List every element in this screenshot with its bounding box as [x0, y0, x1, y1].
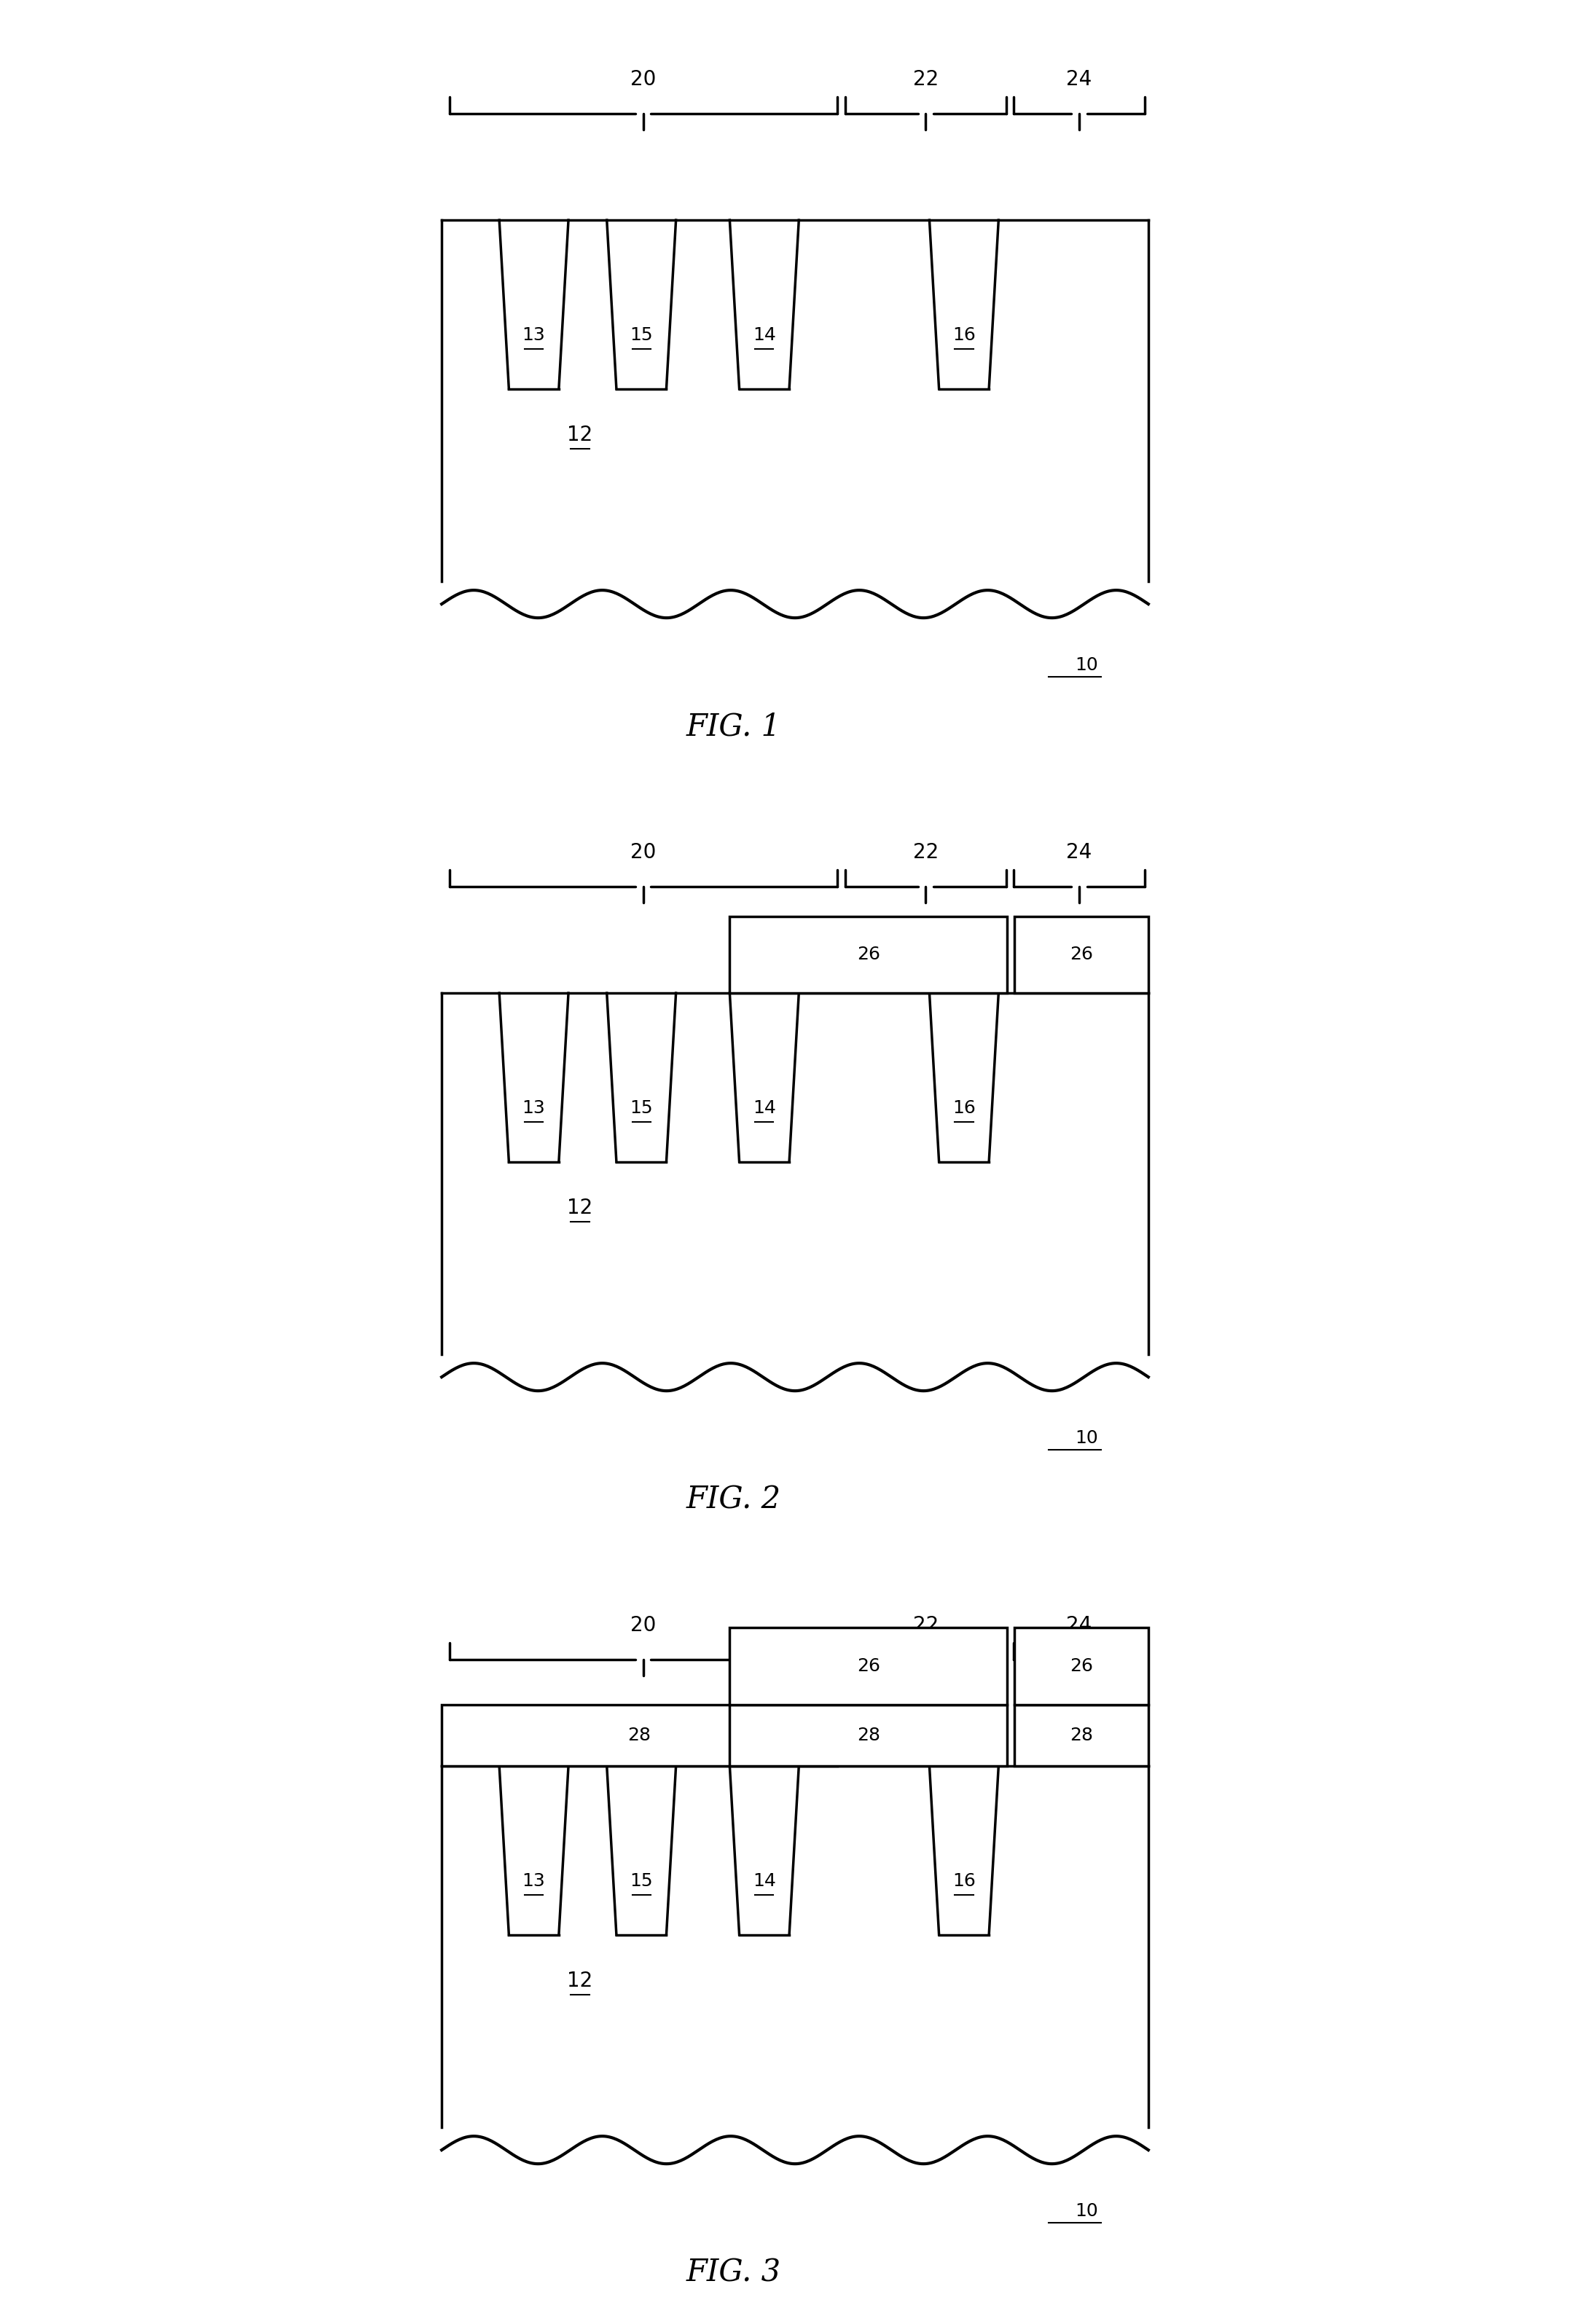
Text: 14: 14: [752, 1873, 776, 1889]
Text: 14: 14: [752, 1099, 776, 1118]
Text: 15: 15: [630, 1873, 653, 1889]
Text: FIG. 1: FIG. 1: [687, 711, 781, 741]
Text: 24: 24: [1067, 841, 1092, 862]
Text: 22: 22: [913, 841, 938, 862]
Text: 26: 26: [857, 1657, 879, 1676]
Text: FIG. 3: FIG. 3: [687, 2257, 781, 2289]
Text: 26: 26: [1070, 1657, 1094, 1676]
Text: 14: 14: [752, 328, 776, 344]
Text: 10: 10: [1075, 1429, 1099, 1448]
Text: 12: 12: [568, 1971, 593, 1992]
Text: 22: 22: [913, 1615, 938, 1636]
Bar: [1014, 916, 1148, 992]
Text: 28: 28: [857, 1727, 879, 1743]
Text: 26: 26: [1070, 946, 1094, 964]
Text: 20: 20: [630, 841, 657, 862]
Text: 24: 24: [1067, 70, 1092, 91]
Text: 16: 16: [952, 1873, 976, 1889]
Text: 26: 26: [857, 946, 879, 964]
Text: 20: 20: [630, 70, 657, 91]
Text: 15: 15: [630, 1099, 653, 1118]
Text: 20: 20: [630, 1615, 657, 1636]
Text: FIG. 2: FIG. 2: [687, 1485, 781, 1515]
Text: 10: 10: [1075, 2203, 1099, 2219]
Text: 13: 13: [522, 1099, 545, 1118]
Bar: [730, 1627, 1006, 1703]
Bar: [730, 1703, 1006, 1766]
Text: 16: 16: [952, 328, 976, 344]
Text: 15: 15: [630, 328, 653, 344]
Text: 12: 12: [568, 425, 593, 446]
Text: 13: 13: [522, 1873, 545, 1889]
Text: 28: 28: [1070, 1727, 1094, 1743]
Text: 13: 13: [522, 328, 545, 344]
Bar: [1014, 1703, 1148, 1766]
Text: 24: 24: [1067, 1615, 1092, 1636]
Text: 22: 22: [913, 70, 938, 91]
Text: 16: 16: [952, 1099, 976, 1118]
Text: 12: 12: [568, 1197, 593, 1218]
Bar: [442, 1703, 838, 1766]
Bar: [1014, 1627, 1148, 1703]
Text: 10: 10: [1075, 658, 1099, 674]
Text: 28: 28: [628, 1727, 652, 1743]
Bar: [730, 916, 1006, 992]
